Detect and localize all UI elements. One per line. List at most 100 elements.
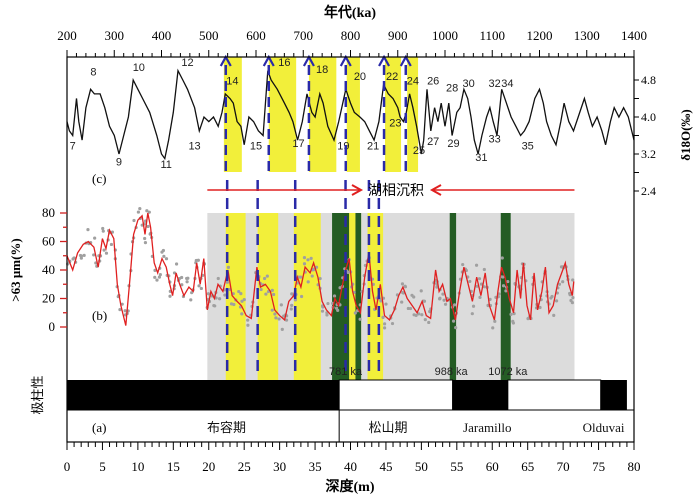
mis-label: 28 (446, 83, 458, 95)
sediment-point (270, 288, 274, 292)
sediment-point (246, 323, 250, 327)
sediment-point (382, 326, 387, 330)
polarity-reversed (507, 379, 602, 411)
depth-tick-label: 35 (309, 459, 322, 474)
sediment-tick-label: 80 (42, 205, 55, 220)
sediment-point (443, 302, 448, 306)
sediment-point (174, 262, 179, 266)
mis-label: 16 (278, 57, 290, 69)
sediment-point (272, 292, 276, 297)
depth-tick-label: 80 (628, 459, 641, 474)
sediment-point (358, 317, 362, 321)
sediment-point (223, 288, 227, 292)
sediment-point (143, 241, 148, 245)
sediment-point (232, 302, 236, 307)
sediment-point (146, 224, 150, 229)
mis-label: 26 (427, 76, 439, 88)
sediment-y-axis-title: >63 μm(%) (8, 238, 23, 302)
sediment-point (104, 251, 109, 255)
sediment-point (302, 256, 307, 260)
sediment-point (280, 327, 284, 331)
sediment-point (153, 275, 157, 279)
d18o-yellow-band (268, 57, 297, 172)
sediment-point (422, 299, 427, 303)
depth-tick-label: 40 (344, 459, 357, 474)
green-band (500, 213, 511, 380)
sediment-point (552, 313, 556, 318)
sediment-point (419, 289, 423, 293)
sediment-point (379, 299, 383, 303)
mis-label: 35 (522, 140, 534, 152)
sediment-point (381, 315, 385, 319)
mis-label: 12 (181, 57, 193, 69)
sediment-tick-label: 60 (42, 234, 55, 249)
panel-label-b: (b) (92, 308, 107, 323)
sediment-point (471, 304, 476, 308)
mis-label: 13 (188, 140, 200, 152)
d18o-yellow-band (223, 57, 242, 172)
sediment-point (461, 262, 465, 267)
sediment-point (180, 275, 184, 280)
sediment-point (309, 256, 313, 260)
sediment-point (336, 308, 340, 312)
sediment-point (482, 285, 486, 289)
mis-label: 9 (116, 157, 122, 169)
sediment-point (441, 292, 445, 296)
mis-label: 32 (488, 78, 500, 90)
axes: 200 300 400 500 600 700 800 900 1000 1100 1200 1300… (42, 28, 656, 474)
yellow-band (225, 213, 246, 380)
age-tick-label: 1200 (527, 28, 553, 43)
sediment-point (270, 308, 274, 312)
depth-tick-label: 30 (273, 459, 286, 474)
sediment-curve (66, 212, 575, 326)
lacustrine-label: 湖相沉积 (368, 183, 424, 199)
sediment-point (500, 256, 504, 260)
sediment-point (538, 305, 542, 310)
sediment-point (72, 256, 76, 260)
sediment-point (474, 263, 479, 267)
arrow-left-icon (429, 184, 442, 196)
sediment-point (86, 228, 90, 232)
d18o-yellow-band (346, 57, 360, 172)
depth-tick-label: 50 (415, 459, 428, 474)
sediment-point (302, 262, 307, 266)
sediment-point (427, 320, 431, 325)
sediment-point (557, 282, 562, 286)
sediment-point (206, 292, 211, 296)
sediment-point (412, 313, 416, 317)
sediment-point (491, 326, 495, 330)
age-tick-label: 400 (152, 28, 172, 43)
mis-label: 24 (407, 76, 419, 88)
sediment-point (274, 316, 278, 320)
sediment-point (289, 307, 293, 311)
sediment-point (353, 311, 357, 315)
d18o-curve (66, 68, 635, 161)
sediment-point (423, 318, 427, 322)
depth-tick-label: 45 (379, 459, 392, 474)
mis-label: 25 (413, 145, 425, 157)
sediment-point (132, 218, 136, 223)
sediment-point (180, 283, 184, 287)
depth-tick-label: 70 (557, 459, 570, 474)
mis-label: 29 (447, 138, 459, 150)
age-tick-label: 1400 (621, 28, 647, 43)
yellow-band (293, 213, 321, 380)
mis-label: 11 (161, 159, 172, 171)
d18o-tick-label: 4.8 (641, 73, 656, 87)
sediment-point (390, 321, 395, 326)
sediment-point (554, 299, 559, 303)
d18o-tick-label: 4.0 (641, 110, 656, 124)
depth-axis-title: 深度(m) (326, 478, 375, 495)
mis-label: 30 (463, 78, 475, 90)
chron-label: 布容期 (207, 420, 246, 435)
sediment-point (451, 319, 456, 323)
sediment-point (101, 229, 105, 233)
mis-label: 33 (488, 133, 500, 145)
sediment-point (237, 289, 241, 294)
sediment-point (417, 312, 421, 316)
sediment-point (526, 317, 530, 321)
chron-label: Olduvai (583, 420, 625, 435)
depth-tick-label: 25 (238, 459, 251, 474)
sediment-point (306, 280, 310, 284)
sediment-point (493, 319, 497, 323)
